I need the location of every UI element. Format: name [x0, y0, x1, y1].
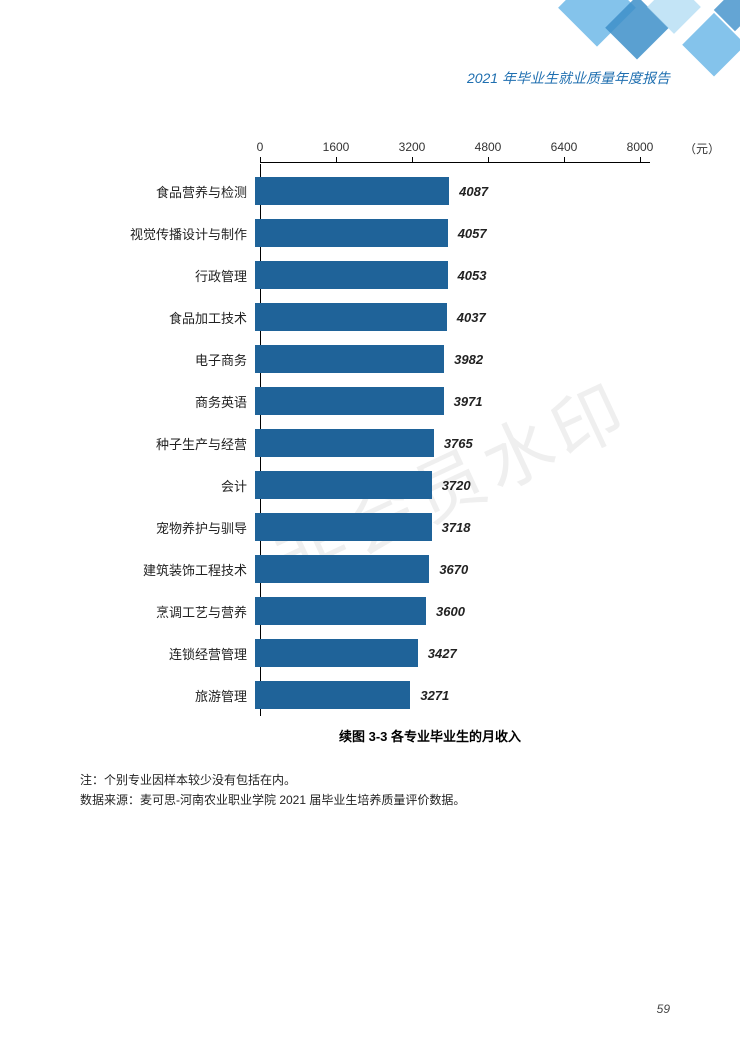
bar-track: 3427	[255, 632, 655, 674]
bar-label: 会计	[80, 476, 255, 495]
bar-track: 3271	[255, 674, 655, 716]
bar-row: 行政管理 4053	[80, 254, 680, 296]
salary-bar-chart: （元） 016003200480064008000 食品营养与检测4087视觉传…	[80, 140, 680, 745]
bar-row: 商务英语 3971	[80, 380, 680, 422]
bar-track: 3670	[255, 548, 655, 590]
bar-fill	[255, 555, 429, 583]
x-axis-line	[260, 162, 650, 163]
axis-unit: （元）	[684, 140, 720, 157]
bar-label: 宠物养护与驯导	[80, 518, 255, 537]
bar-fill	[255, 303, 447, 331]
bars-container: 食品营养与检测 4087 视觉传播设计与制作 4057 行政管理 4053 食品加工技术 40…	[80, 170, 680, 716]
bar-label: 建筑装饰工程技术	[80, 560, 255, 579]
bar-fill	[255, 639, 418, 667]
bar-value: 4087	[459, 184, 488, 199]
bar-label: 商务英语	[80, 392, 255, 411]
tick-mark	[336, 157, 337, 162]
bar-fill	[255, 261, 448, 289]
axis-tick: 1600	[323, 140, 350, 154]
bar-label: 食品加工技术	[80, 308, 255, 327]
bar-label: 烹调工艺与营养	[80, 602, 255, 621]
x-axis: （元） 016003200480064008000	[260, 140, 660, 160]
bar-fill	[255, 345, 444, 373]
bar-label: 食品营养与检测	[80, 182, 255, 201]
bar-value: 3971	[454, 394, 483, 409]
bar-value: 3718	[442, 520, 471, 535]
bar-track: 3765	[255, 422, 655, 464]
bar-value: 4057	[458, 226, 487, 241]
bar-value: 3982	[454, 352, 483, 367]
bar-fill	[255, 177, 449, 205]
bar-fill	[255, 429, 434, 457]
report-title: 2021 年毕业生就业质量年度报告	[467, 68, 670, 88]
bar-value: 3600	[436, 604, 465, 619]
bar-value: 4053	[458, 268, 487, 283]
bar-value: 3670	[439, 562, 468, 577]
bar-value: 3271	[420, 688, 449, 703]
bar-track: 4087	[255, 170, 655, 212]
bar-row: 食品加工技术 4037	[80, 296, 680, 338]
bar-label: 连锁经营管理	[80, 644, 255, 663]
tick-mark	[260, 157, 261, 162]
bar-row: 建筑装饰工程技术 3670	[80, 548, 680, 590]
bar-track: 4057	[255, 212, 655, 254]
bar-track: 3600	[255, 590, 655, 632]
bar-fill	[255, 513, 432, 541]
bar-track: 3982	[255, 338, 655, 380]
bar-value: 4037	[457, 310, 486, 325]
bar-label: 电子商务	[80, 350, 255, 369]
chart-caption: 续图 3-3 各专业毕业生的月收入	[180, 726, 680, 745]
axis-tick: 4800	[475, 140, 502, 154]
axis-tick: 8000	[627, 140, 654, 154]
axis-tick: 3200	[399, 140, 426, 154]
bar-track: 3718	[255, 506, 655, 548]
bar-label: 种子生产与经营	[80, 434, 255, 453]
bar-fill	[255, 219, 448, 247]
tick-mark	[488, 157, 489, 162]
tick-mark	[564, 157, 565, 162]
bar-row: 种子生产与经营 3765	[80, 422, 680, 464]
bar-track: 4053	[255, 254, 655, 296]
bar-row: 食品营养与检测 4087	[80, 170, 680, 212]
bar-row: 旅游管理 3271	[80, 674, 680, 716]
bar-label: 行政管理	[80, 266, 255, 285]
bar-fill	[255, 387, 444, 415]
bar-fill	[255, 681, 410, 709]
bar-label: 旅游管理	[80, 686, 255, 705]
bar-row: 宠物养护与驯导 3718	[80, 506, 680, 548]
note-line: 注：个别专业因样本较少没有包括在内。	[80, 770, 465, 790]
bar-row: 连锁经营管理 3427	[80, 632, 680, 674]
bar-fill	[255, 471, 432, 499]
bar-row: 视觉传播设计与制作 4057	[80, 212, 680, 254]
footnotes: 注：个别专业因样本较少没有包括在内。 数据来源：麦可思-河南农业职业学院 202…	[80, 770, 465, 811]
page-number: 59	[657, 1002, 670, 1016]
bar-track: 3720	[255, 464, 655, 506]
bar-value: 3427	[428, 646, 457, 661]
axis-tick: 0	[257, 140, 264, 154]
bar-row: 电子商务 3982	[80, 338, 680, 380]
bar-track: 3971	[255, 380, 655, 422]
tick-mark	[640, 157, 641, 162]
note-line: 数据来源：麦可思-河南农业职业学院 2021 届毕业生培养质量评价数据。	[80, 790, 465, 810]
bar-row: 会计 3720	[80, 464, 680, 506]
bar-fill	[255, 597, 426, 625]
bar-row: 烹调工艺与营养 3600	[80, 590, 680, 632]
bar-track: 4037	[255, 296, 655, 338]
bar-value: 3720	[442, 478, 471, 493]
bar-value: 3765	[444, 436, 473, 451]
axis-tick: 6400	[551, 140, 578, 154]
tick-mark	[412, 157, 413, 162]
bar-label: 视觉传播设计与制作	[80, 224, 255, 243]
